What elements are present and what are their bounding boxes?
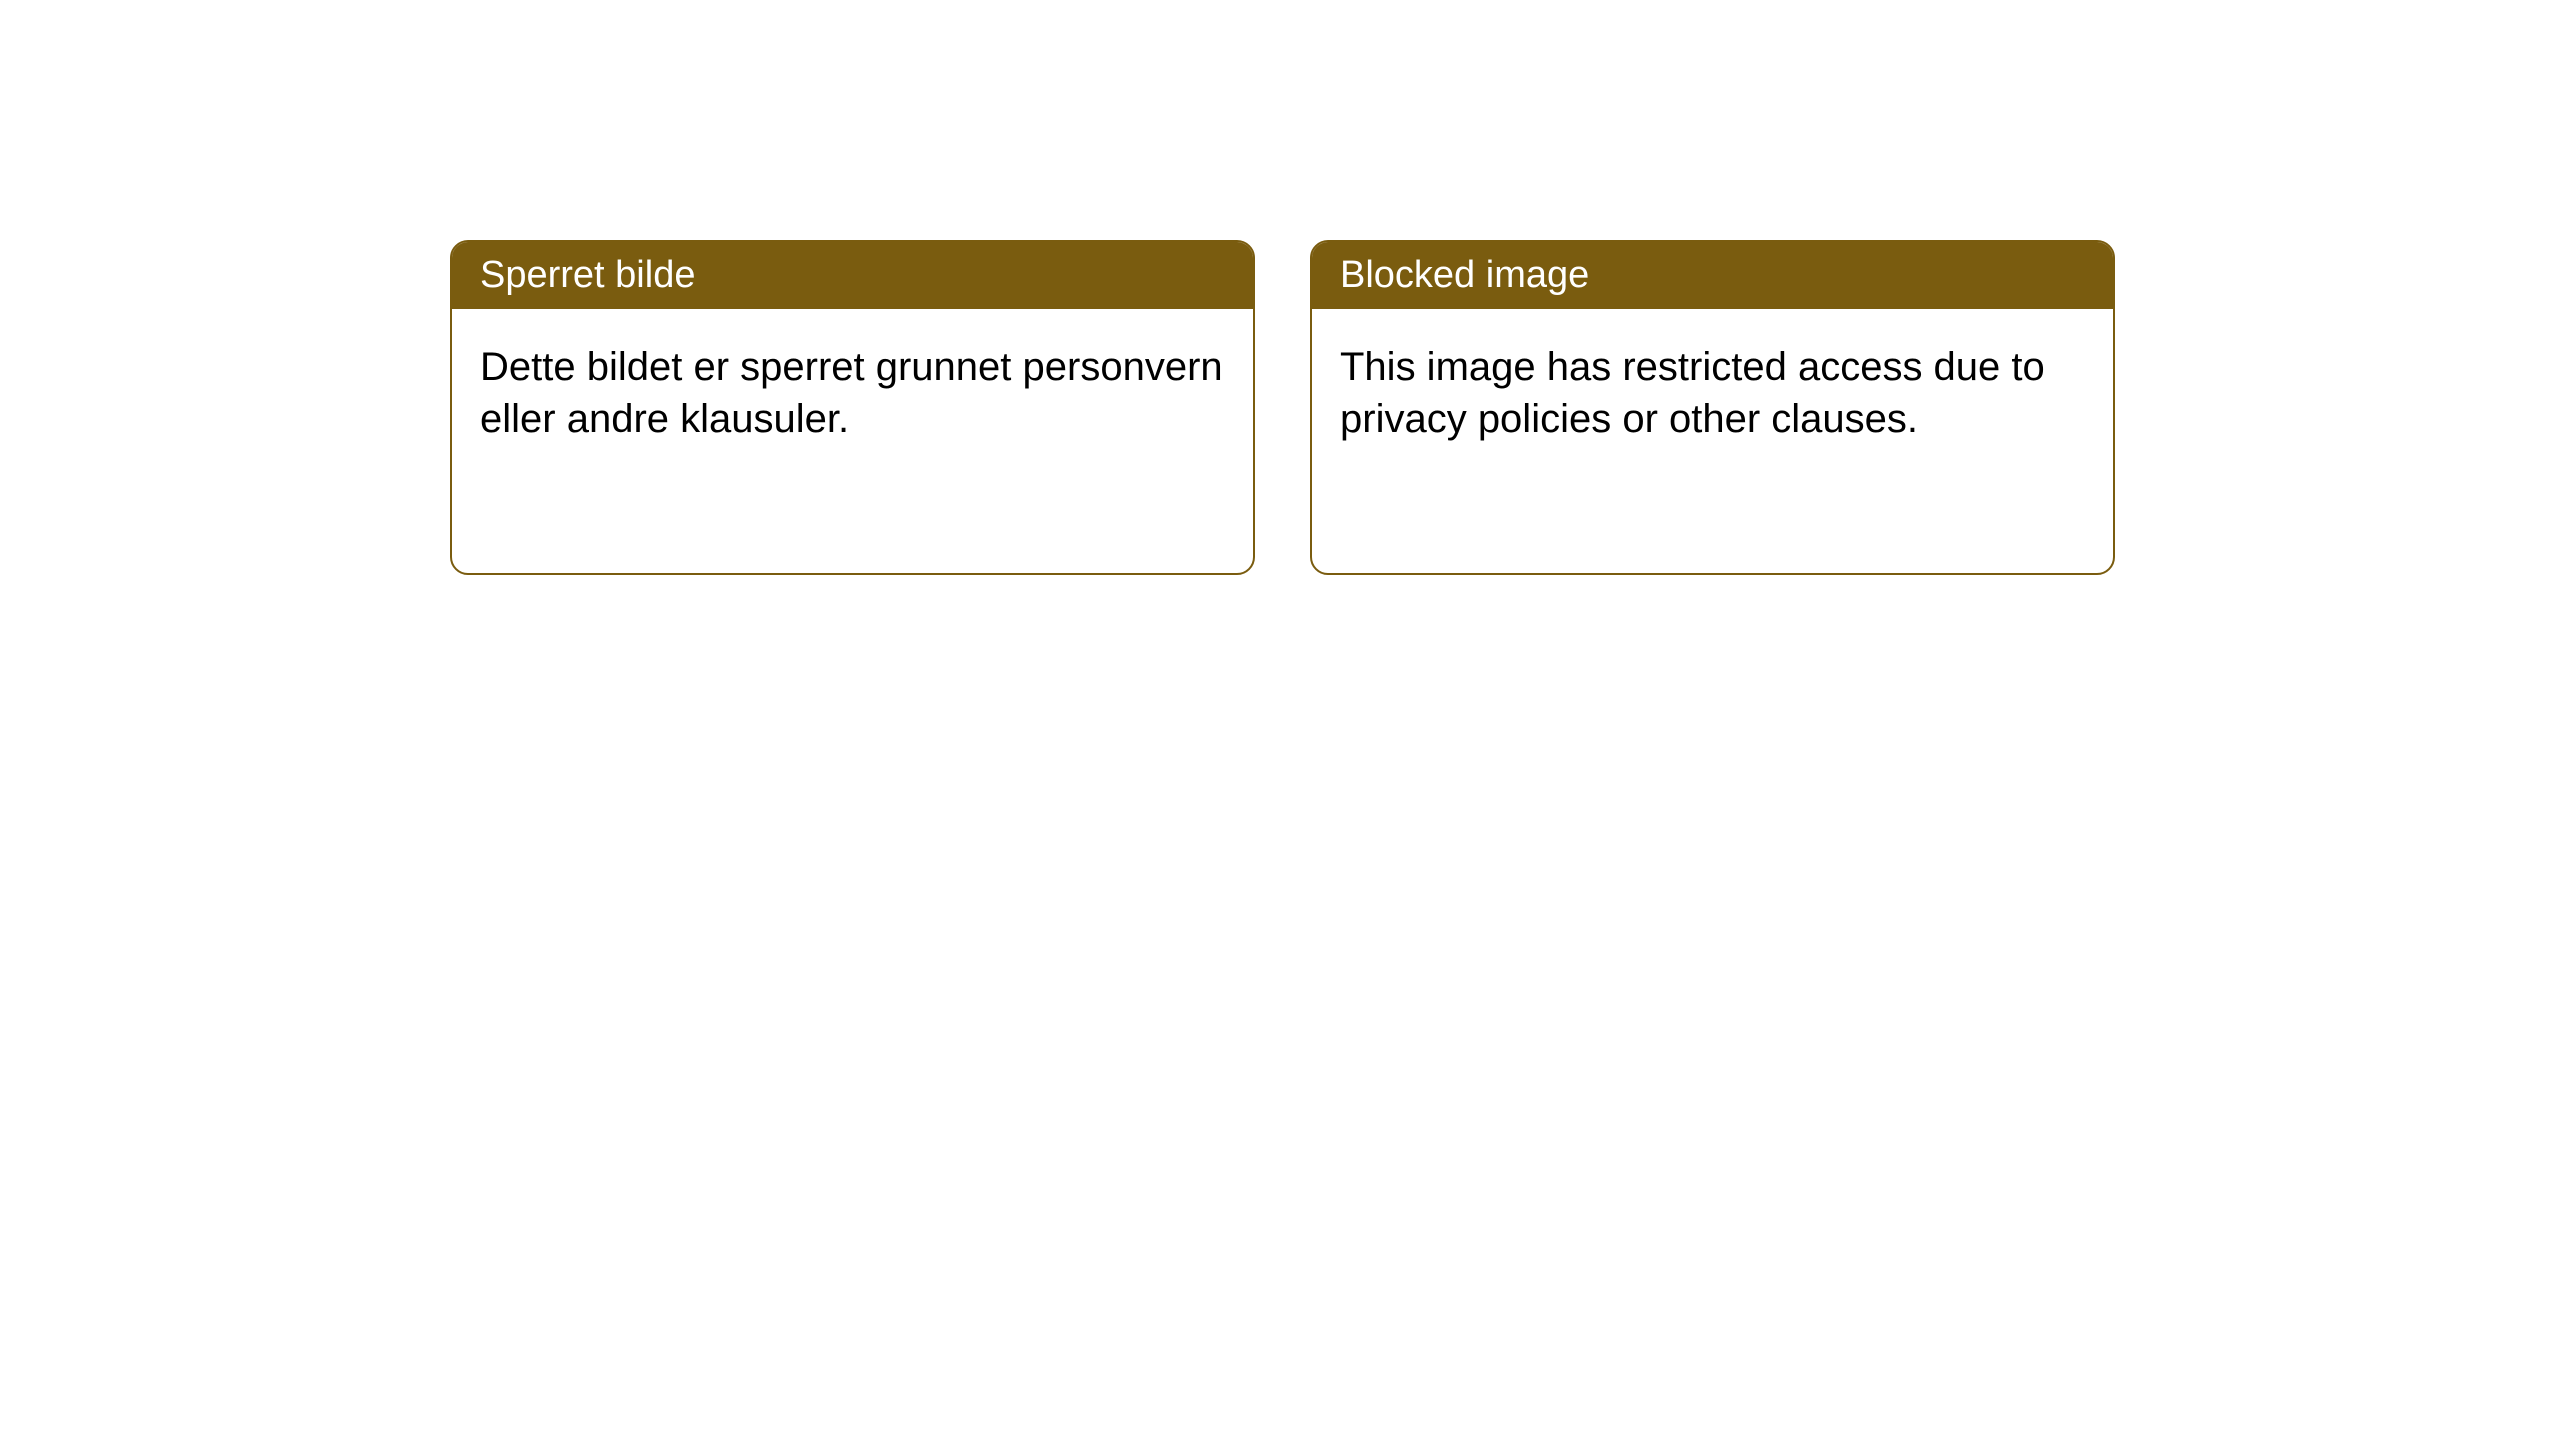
card-body: This image has restricted access due to … xyxy=(1312,309,2113,477)
info-card-english: Blocked image This image has restricted … xyxy=(1310,240,2115,575)
card-header: Sperret bilde xyxy=(452,242,1253,309)
info-card-norwegian: Sperret bilde Dette bildet er sperret gr… xyxy=(450,240,1255,575)
card-title: Blocked image xyxy=(1340,254,1589,296)
card-body-text: Dette bildet er sperret grunnet personve… xyxy=(480,345,1223,441)
card-body-text: This image has restricted access due to … xyxy=(1340,345,2045,441)
card-title: Sperret bilde xyxy=(480,254,695,296)
cards-container: Sperret bilde Dette bildet er sperret gr… xyxy=(450,240,2115,575)
card-header: Blocked image xyxy=(1312,242,2113,309)
card-body: Dette bildet er sperret grunnet personve… xyxy=(452,309,1253,477)
